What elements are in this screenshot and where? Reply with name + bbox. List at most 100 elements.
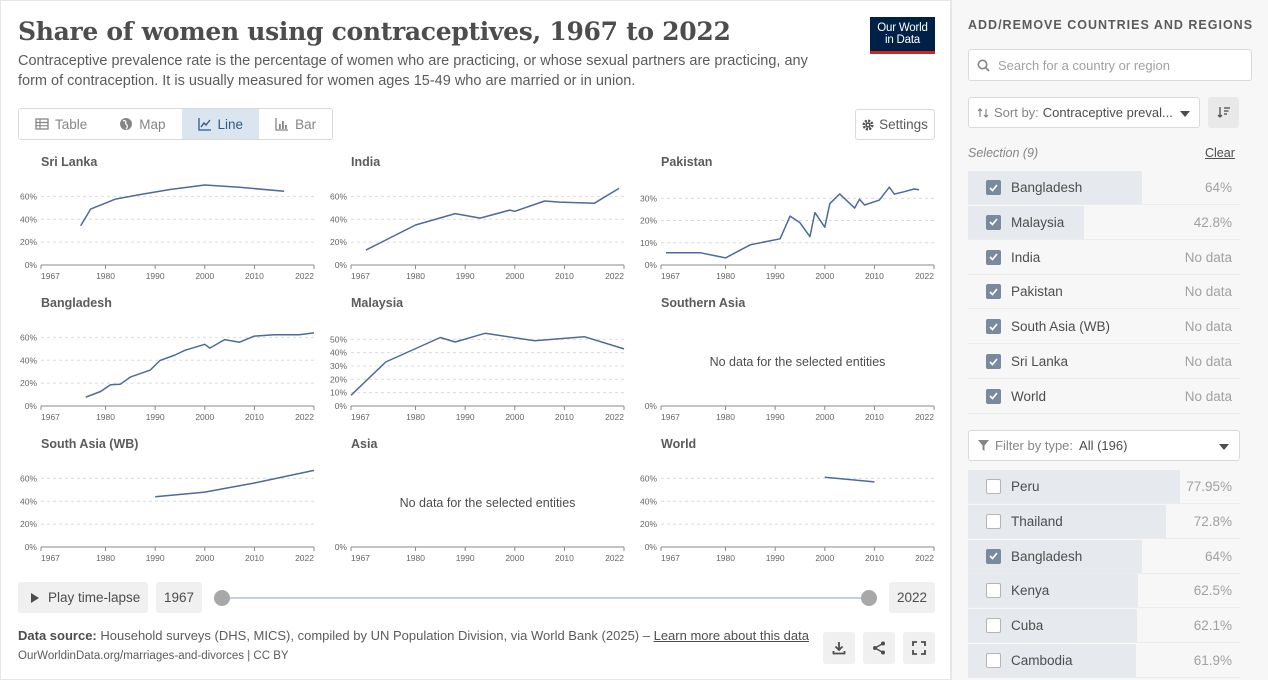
entity-checkbox[interactable] bbox=[986, 284, 1001, 300]
entity-row[interactable]: India No data bbox=[968, 241, 1240, 275]
x-tick-label: 1990 bbox=[146, 553, 165, 563]
x-tick-label: 1980 bbox=[716, 553, 735, 563]
entity-checkbox[interactable] bbox=[986, 354, 1001, 369]
sidebar-heading: ADD/REMOVE COUNTRIES AND REGIONS bbox=[968, 18, 1254, 32]
x-tick-label: 1967 bbox=[41, 553, 60, 563]
y-tick-label: 20% bbox=[20, 378, 37, 388]
series-line[interactable] bbox=[365, 187, 620, 251]
y-tick-label: 30% bbox=[330, 361, 347, 371]
filter-type-dropdown[interactable]: Filter by type: All (196) bbox=[968, 430, 1240, 461]
entity-name: Sri Lanka bbox=[1011, 354, 1069, 369]
entity-value: No data bbox=[1184, 249, 1232, 265]
entity-checkbox[interactable] bbox=[986, 479, 1001, 494]
selection-count: Selection (9) bbox=[968, 146, 1039, 160]
x-tick-label: 1990 bbox=[146, 271, 165, 281]
entity-checkbox[interactable] bbox=[986, 319, 1001, 335]
tab-bar[interactable]: Bar bbox=[259, 109, 332, 139]
entity-row[interactable]: Bangladesh 64% bbox=[968, 171, 1240, 205]
x-tick-label: 1990 bbox=[766, 271, 785, 281]
series-line[interactable] bbox=[350, 332, 625, 396]
play-timelapse-button[interactable]: Play time-lapse bbox=[18, 582, 148, 613]
fullscreen-button[interactable] bbox=[903, 632, 935, 664]
entity-row[interactable]: Pakistan No data bbox=[968, 275, 1240, 310]
series-line[interactable] bbox=[155, 469, 315, 498]
sort-dropdown[interactable]: Sort by: Contraceptive preval... bbox=[968, 97, 1200, 128]
series-line[interactable] bbox=[85, 332, 315, 398]
entity-row[interactable]: Cuba 62.1% bbox=[968, 609, 1240, 644]
chart-title: Pakistan bbox=[661, 155, 712, 169]
small-multiples-chart: Sri Lanka 0% 20% 40% 60% 1967 1980 1990 2000 2010… bbox=[20, 155, 935, 563]
share-button[interactable] bbox=[863, 632, 895, 664]
y-tick-label: 60% bbox=[640, 473, 657, 483]
x-tick-label: 2000 bbox=[195, 271, 214, 281]
end-year-box[interactable]: 2022 bbox=[889, 582, 935, 613]
chart-title: South Asia (WB) bbox=[41, 437, 138, 451]
tab-map[interactable]: Map bbox=[103, 109, 181, 139]
entity-checkbox[interactable] bbox=[986, 180, 1001, 195]
entity-row[interactable]: Peru 77.95% bbox=[968, 470, 1240, 504]
y-tick-label: 40% bbox=[330, 348, 347, 358]
play-icon bbox=[31, 592, 39, 603]
y-tick-label: 40% bbox=[20, 496, 37, 506]
entity-checkbox[interactable] bbox=[986, 653, 1001, 668]
y-tick-label: 0% bbox=[645, 542, 658, 552]
entity-row[interactable]: Bangladesh 64% bbox=[968, 539, 1240, 574]
entity-value: No data bbox=[1184, 284, 1232, 300]
x-tick-label: 1980 bbox=[96, 553, 115, 563]
entity-row[interactable]: Malaysia 42.8% bbox=[968, 205, 1240, 240]
entity-name: South Asia (WB) bbox=[1011, 319, 1111, 335]
entity-row[interactable]: South Asia (WB) No data bbox=[968, 310, 1240, 345]
download-button[interactable] bbox=[823, 632, 855, 664]
series-line[interactable] bbox=[80, 184, 285, 227]
search-placeholder[interactable]: Search for a country or region bbox=[998, 57, 1170, 73]
x-tick-label: 2000 bbox=[195, 553, 214, 563]
x-tick-label: 2010 bbox=[245, 271, 264, 281]
timeline-end-handle[interactable] bbox=[861, 590, 877, 606]
table-icon bbox=[35, 118, 49, 130]
tab-map-label: Map bbox=[139, 116, 166, 132]
series-line[interactable] bbox=[824, 476, 875, 483]
entity-checkbox[interactable] bbox=[986, 249, 1001, 265]
entity-row[interactable]: Cambodia 61.9% bbox=[968, 644, 1240, 678]
series-line[interactable] bbox=[666, 186, 920, 259]
page-subtitle: Contraceptive prevalence rate is the per… bbox=[18, 53, 808, 89]
clear-selection-button[interactable]: Clear bbox=[1205, 146, 1235, 160]
entity-value: No data bbox=[1184, 354, 1232, 369]
settings-button[interactable]: Settings bbox=[855, 109, 935, 140]
entity-checkbox[interactable] bbox=[986, 214, 1001, 230]
timeline-start-handle[interactable] bbox=[214, 590, 230, 606]
owid-logo[interactable]: Our World in Data bbox=[870, 17, 935, 54]
x-tick-label: 1990 bbox=[456, 553, 475, 563]
x-tick-label: 2000 bbox=[815, 412, 834, 422]
timeline-track[interactable] bbox=[222, 597, 869, 599]
x-tick-label: 1980 bbox=[96, 271, 115, 281]
start-year-box[interactable]: 1967 bbox=[156, 582, 202, 613]
x-tick-label: 1990 bbox=[766, 553, 785, 563]
page-url[interactable]: OurWorldinData.org/marriages-and-divorce… bbox=[18, 650, 289, 662]
entity-checkbox[interactable] bbox=[986, 583, 1001, 599]
sort-direction-button[interactable] bbox=[1208, 97, 1239, 128]
entity-row[interactable]: Kenya 62.5% bbox=[968, 574, 1240, 609]
entity-checkbox[interactable] bbox=[986, 388, 1001, 404]
learn-more-link[interactable]: Learn more about this data bbox=[653, 628, 809, 643]
filter-value: All (196) bbox=[1079, 438, 1128, 453]
x-tick-label: 1967 bbox=[41, 271, 60, 281]
entity-checkbox[interactable] bbox=[986, 618, 1001, 634]
entity-row[interactable]: World No data bbox=[968, 380, 1240, 414]
entity-row[interactable]: Sri Lanka No data bbox=[968, 345, 1240, 379]
x-tick-label: 2000 bbox=[505, 412, 524, 422]
y-tick-label: 40% bbox=[330, 214, 347, 224]
entity-row[interactable]: Thailand 72.8% bbox=[968, 504, 1240, 539]
x-tick-label: 1980 bbox=[406, 271, 425, 281]
y-tick-label: 0% bbox=[25, 401, 38, 411]
y-tick-label: 20% bbox=[20, 237, 37, 247]
sort-arrows-icon bbox=[977, 107, 989, 118]
tab-table[interactable]: Table bbox=[19, 109, 103, 139]
entity-value: 64% bbox=[1204, 180, 1232, 195]
entity-checkbox[interactable] bbox=[986, 548, 1001, 564]
x-tick-label: 2000 bbox=[505, 553, 524, 563]
search-field[interactable]: Search for a country or region bbox=[968, 49, 1252, 81]
tab-line[interactable]: Line bbox=[181, 109, 260, 139]
x-tick-label: 2010 bbox=[555, 412, 574, 422]
entity-checkbox[interactable] bbox=[986, 513, 1001, 529]
